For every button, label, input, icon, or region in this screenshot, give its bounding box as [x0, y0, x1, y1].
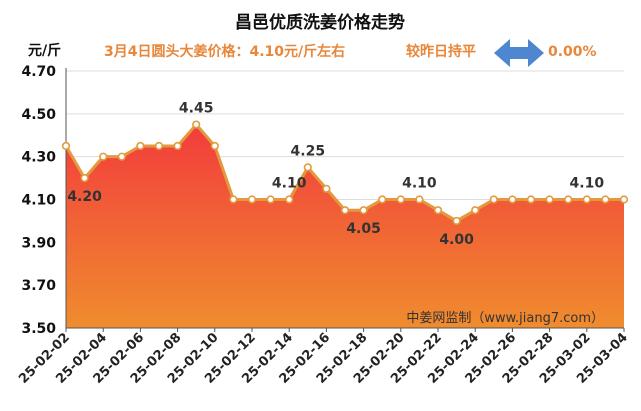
data-point [564, 195, 573, 204]
data-point [545, 195, 554, 204]
data-label: 4.00 [439, 232, 474, 248]
data-labels: 4.20 4.45 4.10 4.25 4.05 4.10 4.00 4.10 [67, 101, 604, 248]
data-point [229, 195, 238, 204]
data-label: 4.10 [570, 176, 605, 192]
data-label: 4.25 [291, 143, 326, 159]
area-series [64, 123, 624, 328]
y-tick-label: 4.30 [21, 150, 56, 166]
data-point [526, 195, 536, 204]
data-point [210, 141, 219, 151]
data-point [601, 195, 610, 204]
y-tick-label: 4.10 [21, 193, 56, 209]
data-point [433, 206, 443, 215]
y-unit-label: 元/斤 [28, 42, 61, 59]
data-points [61, 120, 629, 226]
data-point [508, 195, 517, 204]
data-point [303, 163, 312, 172]
y-tick-label: 3.70 [21, 278, 56, 294]
data-point [117, 152, 126, 161]
data-point [359, 206, 368, 215]
data-point [340, 206, 350, 215]
data-label: 4.10 [402, 176, 437, 192]
data-point [396, 195, 405, 204]
y-tick-label: 3.90 [21, 235, 56, 251]
y-tick-label: 3.50 [21, 321, 56, 337]
data-point [285, 195, 294, 204]
data-point [99, 152, 108, 161]
data-point [619, 195, 629, 204]
data-point [80, 173, 89, 183]
data-label: 4.05 [346, 221, 381, 237]
data-point [452, 216, 461, 226]
data-point [192, 120, 201, 129]
data-point [247, 195, 257, 204]
data-point [582, 195, 591, 204]
data-label: 4.10 [272, 176, 307, 192]
change-percent: 0.00% [548, 44, 597, 60]
y-tick-label: 4.50 [21, 107, 56, 123]
data-point [471, 206, 480, 215]
data-point [154, 141, 164, 151]
data-point [378, 195, 387, 204]
y-tick-label: 4.70 [21, 64, 56, 80]
compare-label: 较昨日持平 [406, 43, 476, 60]
double-arrow-icon [494, 39, 544, 67]
data-label: 4.20 [67, 189, 102, 205]
data-point [173, 141, 182, 151]
data-point [489, 195, 498, 204]
price-note: 3月4日圆头大姜价格：4.10元/斤左右 [104, 43, 345, 60]
data-point [266, 195, 275, 204]
area-fill [66, 124, 624, 328]
data-point [61, 141, 71, 151]
chart-title: 昌邑优质洗姜价格走势 [235, 12, 405, 33]
data-point [415, 195, 424, 204]
data-point [136, 141, 145, 151]
data-point [322, 184, 331, 193]
data-label: 4.45 [179, 101, 214, 117]
credit-text: 中姜网监制（www.jiang7.com） [406, 311, 604, 326]
